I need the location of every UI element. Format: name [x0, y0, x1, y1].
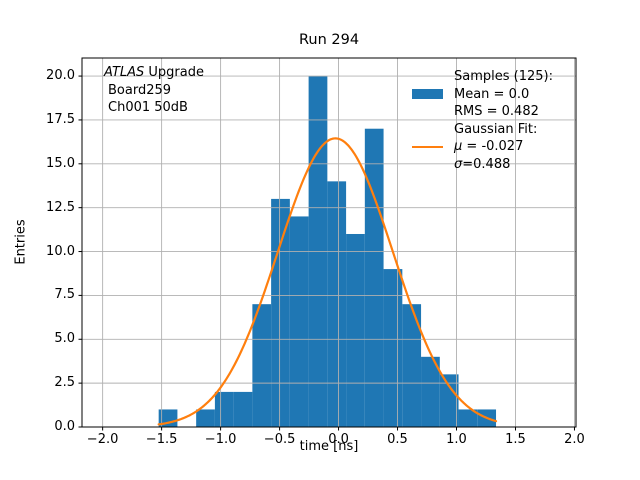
histogram-bar: [421, 356, 440, 427]
histogram-bar: [402, 304, 422, 427]
legend-histogram-swatch: [412, 89, 443, 100]
axes-frame: [78, 57, 577, 431]
x-tick-label: 1.0: [446, 432, 467, 447]
annotation-block: ATLAS Upgrade Board259 Ch001 50dB: [104, 64, 204, 117]
histogram-bar: [233, 391, 253, 427]
y-tick-label: 12.5: [46, 199, 75, 215]
legend-mu-label: μ = -0.027: [454, 139, 524, 155]
y-tick-label: 7.5: [54, 287, 75, 303]
y-tick-label: 15.0: [46, 155, 75, 171]
legend-row-sigma: σ=0.488: [412, 156, 553, 174]
y-tick-label: 17.5: [46, 111, 75, 127]
legend-fit-header: Gaussian Fit:: [454, 121, 538, 137]
legend-sigma-label: σ=0.488: [454, 156, 511, 172]
y-tick-label: 2.5: [54, 375, 75, 391]
legend: Samples (125): Mean = 0.0 RMS = 0.482 Ga…: [412, 68, 553, 173]
x-tick-label: −1.5: [145, 432, 178, 447]
x-tick-label: 0.0: [328, 432, 349, 447]
histogram-bar: [196, 409, 215, 427]
x-axis-label: time [ns]: [299, 439, 359, 454]
y-tick-label: 0.0: [54, 419, 75, 434]
plot-border: [81, 57, 577, 428]
histogram-bar: [289, 216, 309, 427]
histogram-bar: [364, 128, 384, 427]
x-tick-label: −2.0: [86, 432, 119, 447]
x-tick-label: 2.0: [564, 432, 585, 447]
histogram-bar: [383, 269, 403, 427]
annotation-upgrade-text: Upgrade: [144, 65, 204, 80]
chart-title: Run 294: [298, 32, 360, 48]
legend-row-mean: Mean = 0.0: [412, 86, 553, 104]
annotation-line-2: Board259: [108, 82, 172, 98]
fit-curve-group: [157, 137, 498, 426]
histogram-bar: [458, 409, 478, 427]
y-tick-label: 5.0: [54, 331, 75, 347]
histogram-bar: [252, 304, 272, 427]
y-tick-label: 10.0: [46, 243, 75, 259]
legend-row-fit-header: Gaussian Fit:: [412, 121, 553, 139]
y-tick-label: 20.0: [46, 68, 75, 84]
legend-fit-line-swatch: [412, 145, 443, 148]
histogram-bar: [346, 233, 365, 427]
histogram-bar: [439, 374, 459, 427]
legend-rms-label: RMS = 0.482: [454, 104, 539, 120]
legend-mean-label: Mean = 0.0: [454, 86, 530, 102]
gaussian-fit-curve: [157, 137, 498, 426]
x-tick-label: −1.0: [204, 432, 237, 447]
annotation-line-1: ATLAS Upgrade: [104, 64, 204, 82]
x-tick-label: 1.5: [505, 432, 526, 447]
x-tick-label: −0.5: [263, 432, 296, 447]
histogram-bar: [271, 198, 290, 427]
legend-samples-header: Samples (125):: [454, 69, 553, 85]
annotation-line-3: Ch001 50dB: [108, 100, 188, 115]
histogram-bar: [214, 391, 234, 427]
histogram-bar: [327, 181, 347, 427]
annotation-experiment-name: ATLAS: [104, 65, 145, 80]
legend-row-rms: RMS = 0.482: [412, 103, 553, 121]
legend-row-mu: μ = -0.027: [412, 138, 553, 156]
x-tick-label: 0.5: [387, 432, 408, 447]
legend-row-samples-header: Samples (125):: [412, 68, 553, 86]
